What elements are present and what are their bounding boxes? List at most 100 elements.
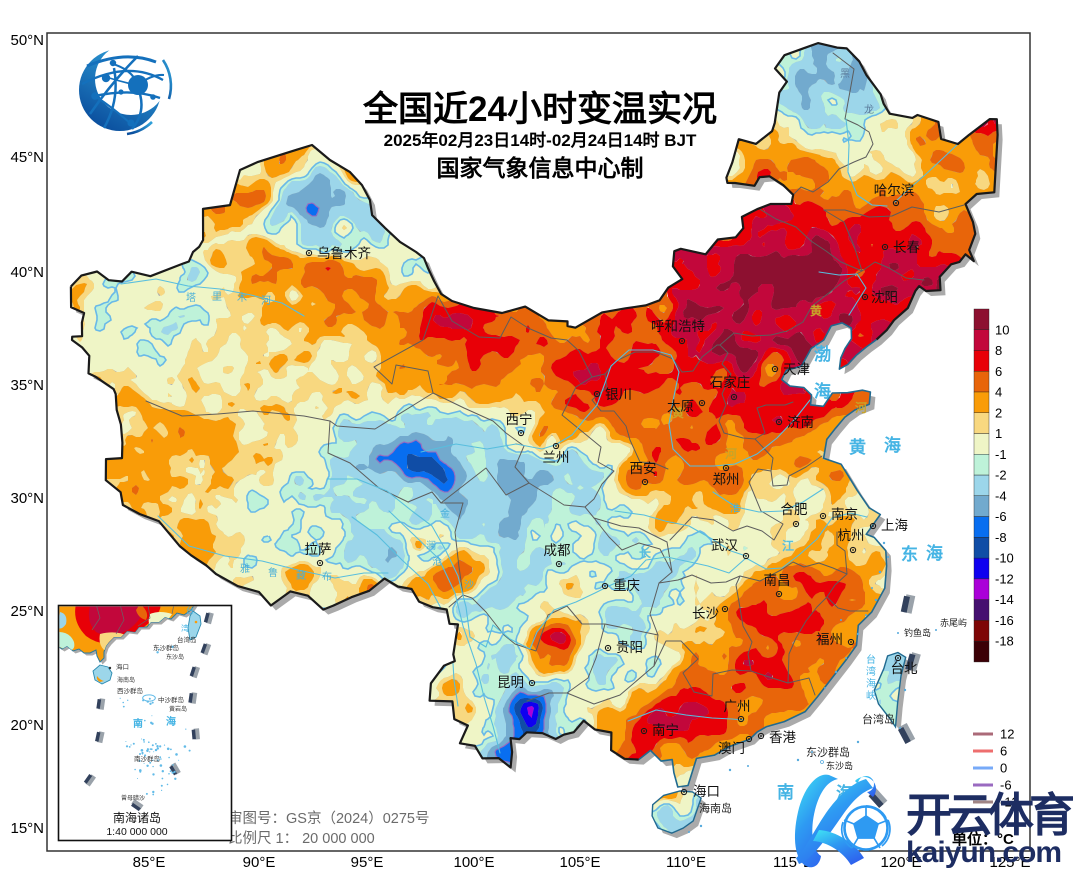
svg-text:6: 6 <box>995 364 1002 379</box>
svg-text:南: 南 <box>133 717 143 730</box>
svg-text:渤: 渤 <box>814 344 831 364</box>
svg-text:淮: 淮 <box>730 503 740 515</box>
svg-text:黄: 黄 <box>849 437 866 457</box>
svg-text:国家气象信息中心制: 国家气象信息中心制 <box>437 155 644 181</box>
svg-text:kaiyun.com: kaiyun.com <box>906 836 1061 869</box>
svg-text:峡: 峡 <box>866 689 876 702</box>
svg-text:钓鱼岛: 钓鱼岛 <box>904 627 931 638</box>
svg-text:金: 金 <box>440 507 450 520</box>
svg-text:江: 江 <box>782 538 794 553</box>
svg-text:兰州: 兰州 <box>543 450 570 465</box>
svg-text:南沙群岛: 南沙群岛 <box>134 754 160 763</box>
svg-text:澜: 澜 <box>426 540 436 552</box>
svg-text:30°N: 30°N <box>10 490 44 507</box>
svg-text:藏: 藏 <box>296 570 306 582</box>
svg-text:95°E: 95°E <box>351 854 384 871</box>
svg-text:长: 长 <box>639 545 652 560</box>
svg-text:台湾岛: 台湾岛 <box>177 635 197 644</box>
svg-text:6: 6 <box>1000 744 1007 759</box>
svg-text:黄: 黄 <box>672 405 684 420</box>
svg-text:全国近24小时变温实况: 全国近24小时变温实况 <box>362 89 717 129</box>
svg-text:单位：°C: 单位：°C <box>952 830 1014 848</box>
svg-text:-2: -2 <box>995 468 1007 483</box>
svg-text:海: 海 <box>814 381 831 401</box>
svg-text:审图号：GS京（2024）0275号: 审图号：GS京（2024）0275号 <box>228 810 429 827</box>
svg-text:20°N: 20°N <box>10 717 44 734</box>
svg-text:东: 东 <box>901 544 918 564</box>
svg-text:沈阳: 沈阳 <box>871 290 898 305</box>
svg-text:海口: 海口 <box>693 784 720 799</box>
svg-text:南宁: 南宁 <box>652 722 679 738</box>
svg-text:里: 里 <box>212 291 222 303</box>
svg-text:龙: 龙 <box>864 103 874 116</box>
svg-text:沙: 沙 <box>464 579 474 591</box>
svg-text:100°E: 100°E <box>453 854 494 871</box>
svg-text:昆明: 昆明 <box>497 675 524 690</box>
svg-text:贵阳: 贵阳 <box>616 640 643 655</box>
svg-text:湾: 湾 <box>866 665 876 678</box>
svg-text:沧: 沧 <box>432 555 442 568</box>
svg-text:武汉: 武汉 <box>711 538 739 553</box>
svg-text:海: 海 <box>884 435 901 455</box>
svg-text:25°N: 25°N <box>10 603 44 620</box>
svg-text:杭州: 杭州 <box>838 528 865 543</box>
svg-text:西宁: 西宁 <box>506 411 533 427</box>
svg-text:重庆: 重庆 <box>613 578 640 593</box>
svg-text:-10: -10 <box>995 551 1014 566</box>
svg-text:东沙岛: 东沙岛 <box>166 653 184 661</box>
svg-text:济南: 济南 <box>787 415 814 430</box>
svg-text:成都: 成都 <box>544 543 571 558</box>
svg-text:-6: -6 <box>1000 778 1012 793</box>
svg-text:西安: 西安 <box>630 461 657 476</box>
svg-text:15°N: 15°N <box>10 820 44 837</box>
svg-text:2025年02月23日14时-02月24日14时 BJT: 2025年02月23日14时-02月24日14时 BJT <box>384 130 697 150</box>
svg-text:50°N: 50°N <box>10 32 44 49</box>
svg-text:东沙群岛: 东沙群岛 <box>153 643 179 652</box>
svg-text:-6: -6 <box>995 509 1007 524</box>
svg-text:呼和浩特: 呼和浩特 <box>651 319 705 334</box>
svg-text:台: 台 <box>186 605 194 615</box>
svg-text:-18: -18 <box>995 634 1014 649</box>
svg-text:1: 1 <box>995 426 1002 441</box>
svg-text:-4: -4 <box>995 488 1007 503</box>
svg-text:赤尾屿: 赤尾屿 <box>940 618 967 628</box>
svg-text:-14: -14 <box>995 592 1014 607</box>
svg-text:西沙群岛: 西沙群岛 <box>117 686 143 695</box>
svg-text:台: 台 <box>866 653 876 666</box>
svg-text:10: 10 <box>995 322 1009 337</box>
svg-text:河: 河 <box>261 295 271 307</box>
svg-text:黄岩岛: 黄岩岛 <box>169 705 187 713</box>
svg-text:乌鲁木齐: 乌鲁木齐 <box>317 246 371 261</box>
svg-text:湾: 湾 <box>181 623 189 633</box>
svg-text:105°E: 105°E <box>559 854 600 871</box>
svg-text:海: 海 <box>926 543 943 563</box>
svg-text:-1: -1 <box>995 447 1007 462</box>
svg-text:35°N: 35°N <box>10 377 44 394</box>
svg-text:香港: 香港 <box>769 730 797 745</box>
svg-text:0: 0 <box>1000 761 1007 776</box>
svg-text:广州: 广州 <box>724 699 751 714</box>
svg-text:海: 海 <box>866 677 876 690</box>
svg-text:45°N: 45°N <box>10 149 44 166</box>
svg-text:银川: 银川 <box>605 387 632 402</box>
svg-text:2: 2 <box>995 405 1002 420</box>
svg-text:塔: 塔 <box>186 291 196 304</box>
svg-text:40°N: 40°N <box>10 264 44 281</box>
svg-text:长春: 长春 <box>893 240 921 255</box>
svg-text:1:40 000 000: 1:40 000 000 <box>106 826 167 838</box>
svg-text:哈尔滨: 哈尔滨 <box>874 183 915 198</box>
svg-text:4: 4 <box>995 385 1002 400</box>
svg-text:海口: 海口 <box>116 662 129 671</box>
svg-text:东沙群岛: 东沙群岛 <box>806 745 850 759</box>
svg-text:南昌: 南昌 <box>764 573 791 588</box>
svg-text:黑: 黑 <box>840 68 850 80</box>
svg-text:90°E: 90°E <box>243 854 276 871</box>
svg-text:中沙群岛: 中沙群岛 <box>158 695 184 704</box>
svg-text:木: 木 <box>237 292 247 304</box>
svg-text:125°E: 125°E <box>989 854 1030 871</box>
svg-text:海南岛: 海南岛 <box>699 801 732 815</box>
svg-text:黄: 黄 <box>810 303 822 318</box>
svg-text:上海: 上海 <box>881 518 908 533</box>
svg-text:雅: 雅 <box>240 562 250 575</box>
svg-text:郑州: 郑州 <box>713 472 740 487</box>
